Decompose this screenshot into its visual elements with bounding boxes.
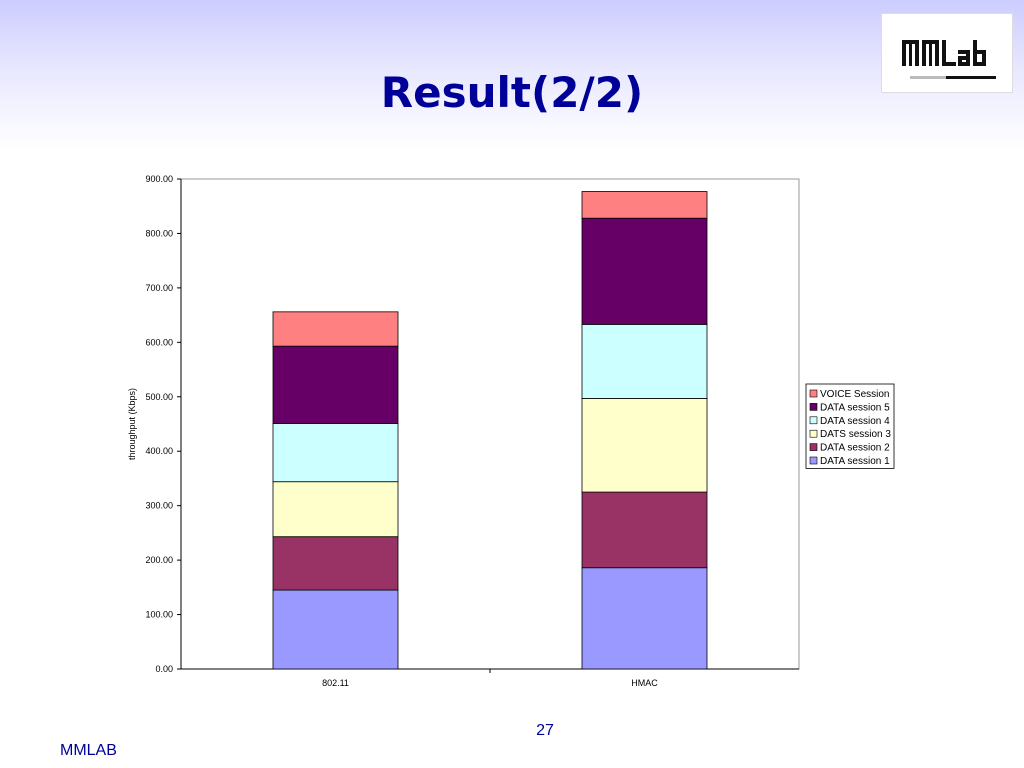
legend-box <box>805 383 895 469</box>
x-tick-label: 802.11 <box>322 678 349 688</box>
bar-segment-0-5 <box>272 311 399 347</box>
legend-label: DATA session 2 <box>820 443 890 454</box>
footer-label: MMLAB <box>60 742 117 759</box>
bar-segment-0-0 <box>272 589 399 670</box>
bar-segment-1-0 <box>581 567 708 670</box>
legend-swatch <box>809 456 818 465</box>
y-tick-label: 900.00 <box>145 174 173 184</box>
x-tick-label: HMAC <box>631 678 658 688</box>
legend-swatch <box>809 429 818 438</box>
y-tick-label: 600.00 <box>145 337 173 347</box>
legend-label: DATA session 1 <box>820 456 890 467</box>
bar-segment-1-5 <box>581 191 708 219</box>
bar-segment-0-2 <box>272 481 399 538</box>
bar-segment-0-1 <box>272 536 399 591</box>
legend-swatch <box>809 389 818 398</box>
legend-swatch <box>809 416 818 425</box>
legend-swatch <box>809 403 818 411</box>
bar-segment-1-4 <box>581 217 708 325</box>
legend-label: DATA session 5 <box>820 402 890 413</box>
y-tick-label: 400.00 <box>145 446 173 456</box>
y-tick-label: 100.00 <box>145 610 173 620</box>
bar-segment-1-1 <box>581 491 708 569</box>
bar-segment-0-4 <box>272 345 399 424</box>
bar-segment-1-3 <box>581 323 708 399</box>
y-axis-title: throughput (Kbps) <box>127 388 137 460</box>
y-tick-label: 500.00 <box>145 392 173 402</box>
mmlab-logo <box>881 13 1013 93</box>
y-tick-label: 0.00 <box>155 664 173 674</box>
y-tick-label: 700.00 <box>145 283 173 293</box>
legend-label: VOICE Session <box>820 389 889 400</box>
y-tick-label: 800.00 <box>145 228 173 238</box>
legend-swatch <box>809 443 818 451</box>
y-tick-label: 200.00 <box>145 555 173 565</box>
page-number: 27 <box>536 722 554 739</box>
bar-segment-1-2 <box>581 398 708 493</box>
bar-segment-0-3 <box>272 423 399 483</box>
slide-title: Result(2/2) <box>380 68 644 117</box>
y-tick-label: 300.00 <box>145 501 173 511</box>
logo-icon <box>902 40 996 79</box>
legend-label: DATS session 3 <box>820 429 891 440</box>
legend-label: DATA session 4 <box>820 416 890 427</box>
